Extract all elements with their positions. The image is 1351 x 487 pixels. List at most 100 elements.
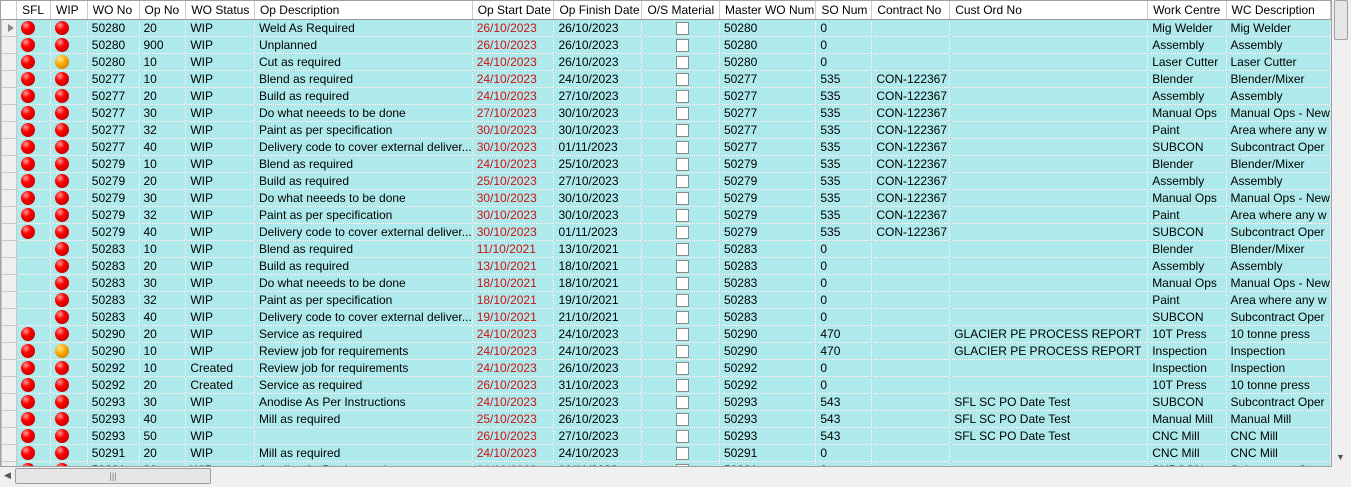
os-material-checkbox[interactable] bbox=[676, 464, 690, 466]
os-material-checkbox[interactable] bbox=[676, 277, 690, 291]
table-row[interactable]: 50277 32 WIP Paint as per specification 30/1… bbox=[1, 121, 1331, 139]
operations-grid[interactable]: SFL WIP WO No Op No WO Status Op Description O… bbox=[0, 0, 1332, 467]
column-header[interactable]: Master WO Num bbox=[719, 1, 817, 20]
row-header[interactable] bbox=[1, 172, 18, 190]
table-row[interactable]: 50291 20 WIP Mill as required 24/10/2023 24/1… bbox=[1, 444, 1331, 462]
horizontal-scrollbar[interactable]: ◀ ||| bbox=[0, 467, 1349, 484]
table-row[interactable]: 50283 20 WIP Build as required 13/10/2021 18/… bbox=[1, 257, 1331, 275]
os-material-checkbox[interactable] bbox=[676, 175, 690, 189]
row-header[interactable] bbox=[1, 87, 18, 105]
column-header[interactable]: SFL bbox=[16, 1, 51, 20]
table-row[interactable]: 50283 32 WIP Paint as per specification 18/1… bbox=[1, 291, 1331, 309]
os-material-checkbox[interactable] bbox=[676, 260, 690, 274]
column-header[interactable]: WO No bbox=[87, 1, 140, 20]
table-row[interactable]: 50283 10 WIP Blend as required 11/10/2021 13/… bbox=[1, 240, 1331, 258]
row-header[interactable] bbox=[1, 461, 18, 466]
horizontal-scroll-thumb[interactable]: ||| bbox=[15, 468, 211, 484]
row-header[interactable] bbox=[1, 257, 18, 275]
row-header[interactable] bbox=[1, 189, 18, 207]
os-material-checkbox[interactable] bbox=[676, 413, 690, 427]
table-row[interactable]: 50293 30 WIP Anodise As Per Instructions 24/… bbox=[1, 393, 1331, 411]
os-material-checkbox[interactable] bbox=[676, 243, 690, 257]
os-material-checkbox[interactable] bbox=[676, 226, 690, 240]
os-material-checkbox[interactable] bbox=[676, 22, 690, 36]
column-header[interactable]: Op No bbox=[139, 1, 187, 20]
os-material-checkbox[interactable] bbox=[676, 124, 690, 138]
os-material-checkbox[interactable] bbox=[676, 396, 690, 410]
row-header[interactable] bbox=[1, 444, 18, 462]
table-row[interactable]: 50279 40 WIP Delivery code to cover externa… bbox=[1, 223, 1331, 241]
column-header[interactable]: WO Status bbox=[185, 1, 255, 20]
table-row[interactable]: 50280 900 WIP Unplanned 26/10/2023 26/10/2023… bbox=[1, 36, 1331, 54]
os-material-checkbox[interactable] bbox=[676, 311, 690, 325]
table-row[interactable]: 50279 20 WIP Build as required 25/10/2023 27/… bbox=[1, 172, 1331, 190]
row-header[interactable] bbox=[1, 359, 18, 377]
row-header[interactable] bbox=[1, 206, 18, 224]
scroll-down-arrow-icon[interactable]: ▼ bbox=[1336, 452, 1345, 462]
row-header[interactable] bbox=[1, 104, 18, 122]
row-header[interactable] bbox=[1, 325, 18, 343]
vertical-scroll-thumb[interactable] bbox=[1334, 0, 1348, 40]
os-material-checkbox[interactable] bbox=[676, 328, 690, 342]
table-row[interactable]: 50280 20 WIP Weld As Required 26/10/2023 26/1… bbox=[1, 19, 1331, 37]
table-row[interactable]: 50293 50 WIP 26/10/2023 27/10/2023 50293 543 SF… bbox=[1, 427, 1331, 445]
os-material-checkbox[interactable] bbox=[676, 107, 690, 121]
row-header[interactable] bbox=[1, 308, 18, 326]
table-row[interactable]: 50280 10 WIP Cut as required 24/10/2023 26/10… bbox=[1, 53, 1331, 71]
table-row[interactable]: 50277 20 WIP Build as required 24/10/2023 27/… bbox=[1, 87, 1331, 105]
os-material-checkbox[interactable] bbox=[676, 192, 690, 206]
column-header[interactable]: Work Centre bbox=[1147, 1, 1227, 20]
row-header[interactable] bbox=[1, 240, 18, 258]
table-row[interactable]: 50279 30 WIP Do what neeeds to be done 30/10… bbox=[1, 189, 1331, 207]
column-header[interactable]: WC Description bbox=[1226, 1, 1331, 20]
os-material-checkbox[interactable] bbox=[676, 158, 690, 172]
row-header[interactable] bbox=[1, 19, 18, 37]
row-header[interactable] bbox=[1, 155, 18, 173]
column-header[interactable]: Op Description bbox=[254, 1, 473, 20]
column-header[interactable]: Contract No bbox=[871, 1, 951, 20]
column-header[interactable]: Op Start Date bbox=[472, 1, 555, 20]
row-header[interactable] bbox=[1, 274, 18, 292]
os-material-checkbox[interactable] bbox=[676, 73, 690, 87]
os-material-checkbox[interactable] bbox=[676, 209, 690, 223]
row-header[interactable] bbox=[1, 393, 18, 411]
os-material-checkbox[interactable] bbox=[676, 362, 690, 376]
row-header[interactable] bbox=[1, 427, 18, 445]
table-row[interactable]: 50277 40 WIP Delivery code to cover externa… bbox=[1, 138, 1331, 156]
table-row[interactable]: 50290 10 WIP Review job for requirements 24/… bbox=[1, 342, 1331, 360]
row-header[interactable] bbox=[1, 36, 18, 54]
column-header[interactable]: Op Finish Date bbox=[553, 1, 643, 20]
os-material-checkbox[interactable] bbox=[676, 56, 690, 70]
os-material-checkbox[interactable] bbox=[676, 90, 690, 104]
table-row[interactable]: 50277 30 WIP Do what neeeds to be done 27/10… bbox=[1, 104, 1331, 122]
table-row[interactable]: 50292 20 Created Service as required 26/10/2… bbox=[1, 376, 1331, 394]
vertical-scrollbar[interactable]: ▼ bbox=[1332, 0, 1349, 467]
os-material-checkbox[interactable] bbox=[676, 447, 690, 461]
row-header[interactable] bbox=[1, 342, 18, 360]
row-header[interactable] bbox=[1, 223, 18, 241]
os-material-checkbox[interactable] bbox=[676, 141, 690, 155]
scroll-left-arrow-icon[interactable]: ◀ bbox=[4, 470, 11, 480]
table-row[interactable]: 5029130WIPAnodise As Per Instructions24/… bbox=[1, 461, 1331, 466]
os-material-checkbox[interactable] bbox=[676, 379, 690, 393]
table-row[interactable]: 50277 10 WIP Blend as required 24/10/2023 24/… bbox=[1, 70, 1331, 88]
row-header[interactable] bbox=[1, 138, 18, 156]
table-row[interactable]: 50279 32 WIP Paint as per specification 30/1… bbox=[1, 206, 1331, 224]
table-row[interactable]: 50279 10 WIP Blend as required 24/10/2023 25/… bbox=[1, 155, 1331, 173]
column-header[interactable]: SO Num bbox=[815, 1, 873, 20]
row-header[interactable] bbox=[1, 410, 18, 428]
table-row[interactable]: 50283 40 WIP Delivery code to cover externa… bbox=[1, 308, 1331, 326]
table-row[interactable]: 50293 40 WIP Mill as required 25/10/2023 26/1… bbox=[1, 410, 1331, 428]
table-row[interactable]: 50283 30 WIP Do what neeeds to be done 18/10… bbox=[1, 274, 1331, 292]
table-row[interactable]: 50290 20 WIP Service as required 24/10/2023 2… bbox=[1, 325, 1331, 343]
row-header[interactable] bbox=[1, 121, 18, 139]
os-material-checkbox[interactable] bbox=[676, 430, 690, 444]
table-row[interactable]: 50292 10 Created Review job for requirement… bbox=[1, 359, 1331, 377]
os-material-checkbox[interactable] bbox=[676, 294, 690, 308]
os-material-checkbox[interactable] bbox=[676, 39, 690, 53]
row-header[interactable] bbox=[1, 376, 18, 394]
row-header[interactable] bbox=[1, 53, 18, 71]
column-header[interactable]: WIP bbox=[50, 1, 88, 20]
column-header[interactable] bbox=[1, 1, 18, 20]
row-header[interactable] bbox=[1, 70, 18, 88]
